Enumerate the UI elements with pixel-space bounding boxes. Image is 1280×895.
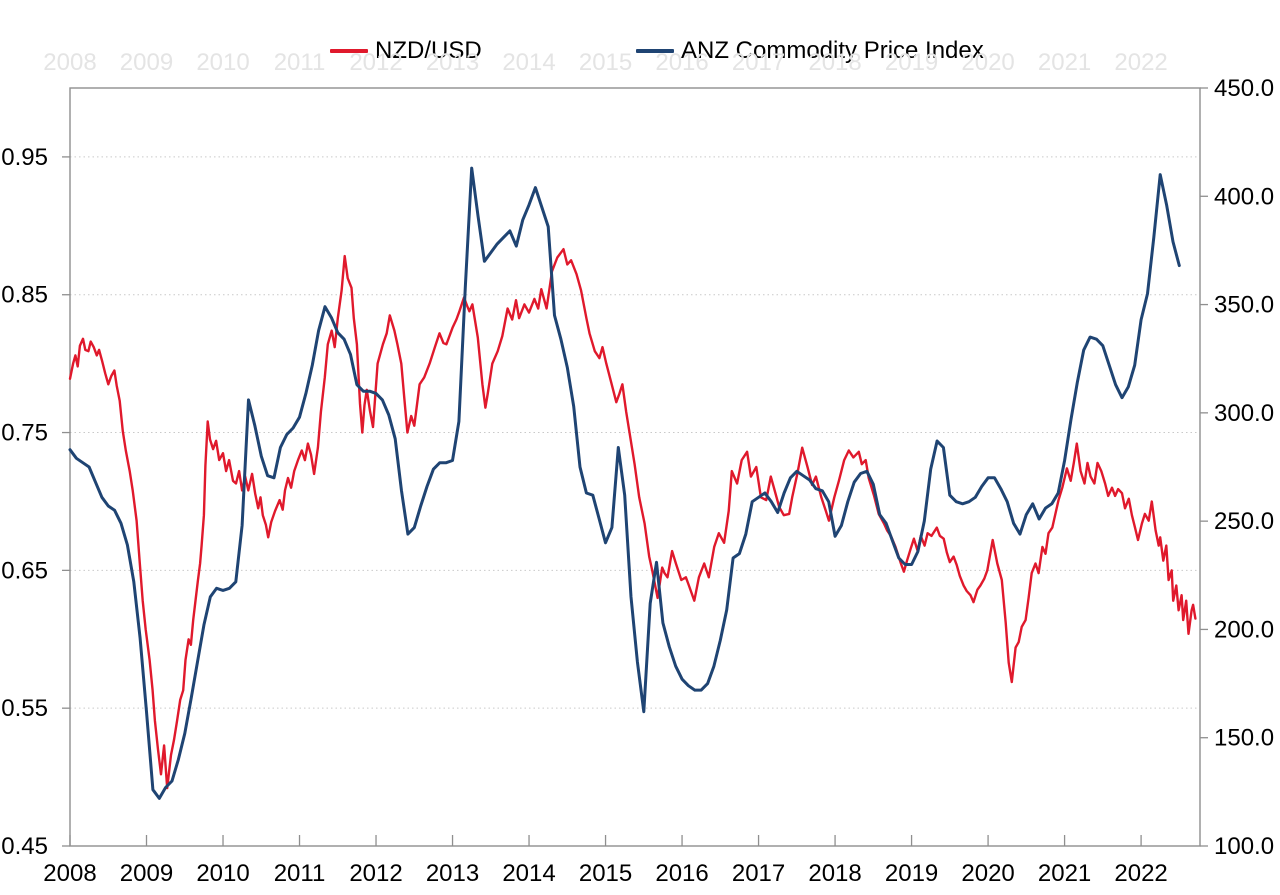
left-axis-tick-label: 0.65: [1, 557, 48, 584]
left-axis-tick-label: 0.95: [1, 144, 48, 171]
legend-item-nzdusd: NZD/USD: [330, 37, 482, 65]
left-axis-tick-label: 0.45: [1, 833, 48, 860]
x-axis-year-label: 2018: [808, 860, 861, 887]
left-axis-tick-label: 0.85: [1, 282, 48, 309]
x-axis-year-label: 2021: [1038, 860, 1091, 887]
x-axis-year-label: 2008: [43, 860, 96, 887]
x-axis-year-label: 2015: [579, 860, 632, 887]
x-axis-year-label: 2020: [961, 860, 1014, 887]
ghost-top-year-label: 2017: [732, 49, 785, 76]
x-axis-year-label: 2022: [1114, 860, 1167, 887]
nzdusd-line: [68, 247, 1197, 790]
x-axis-year-label: 2017: [732, 860, 785, 887]
anz-index-line: [68, 166, 1181, 800]
left-axis-tick-label: 0.75: [1, 420, 48, 447]
ghost-top-year-label: 2021: [1038, 49, 1091, 76]
ghost-top-year-label: 2012: [349, 49, 402, 76]
ghost-top-year-label: 2022: [1114, 49, 1167, 76]
ghost-top-year-label: 2013: [426, 49, 479, 76]
legend-item-anz-index: ANZ Commodity Price Index: [636, 37, 984, 65]
ghost-top-year-label: 2019: [885, 49, 938, 76]
ghost-top-year-label: 2018: [808, 49, 861, 76]
ghost-top-year-label: 2008: [43, 49, 96, 76]
right-axis-tick-label: 300.0: [1214, 400, 1274, 427]
right-axis-tick-label: 150.0: [1214, 725, 1274, 752]
ghost-top-year-label: 2011: [274, 49, 326, 76]
x-axis-year-label: 2010: [196, 860, 249, 887]
x-axis-year-label: 2016: [655, 860, 708, 887]
nzdusd-legend-label: NZD/USD: [375, 37, 482, 64]
ghost-top-year-label: 2014: [502, 49, 555, 76]
x-axis-year-label: 2014: [502, 860, 555, 887]
anz-index-line-swatch: [636, 48, 674, 54]
ghost-top-year-label: 2010: [196, 49, 249, 76]
x-axis-year-label: 2012: [349, 860, 402, 887]
right-axis-tick-label: 200.0: [1214, 616, 1274, 643]
right-axis-tick-label: 250.0: [1214, 508, 1274, 535]
anz-index-legend-label: ANZ Commodity Price Index: [681, 37, 984, 64]
ghost-top-year-label: 2020: [961, 49, 1014, 76]
right-axis-tick-label: 350.0: [1214, 292, 1274, 319]
right-axis-tick-label: 450.0: [1214, 75, 1274, 102]
ghost-top-year-label: 2016: [655, 49, 708, 76]
x-axis-year-label: 2011: [274, 860, 326, 887]
ghost-top-year-label: 2015: [579, 49, 632, 76]
right-axis-tick-label: 400.0: [1214, 183, 1274, 210]
left-axis-tick-label: 0.55: [1, 695, 48, 722]
x-axis-year-label: 2013: [426, 860, 479, 887]
ghost-top-year-label: 2009: [120, 49, 173, 76]
x-axis-year-label: 2009: [120, 860, 173, 887]
plot-border: [69, 87, 1201, 847]
x-axis-year-label: 2019: [885, 860, 938, 887]
right-axis-tick-label: 100.0: [1214, 833, 1274, 860]
nzdusd-line-swatch: [330, 48, 368, 54]
